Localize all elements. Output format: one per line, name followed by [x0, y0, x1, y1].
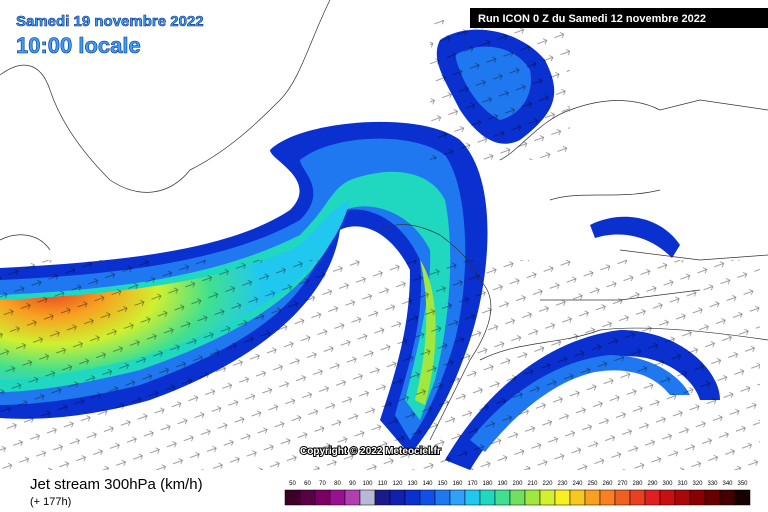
colorbar-label: 350	[737, 481, 748, 487]
colorbar-label: 120	[392, 481, 403, 487]
colorbar-swatch	[644, 489, 661, 506]
colorbar-label: 100	[362, 481, 373, 487]
colorbar-label: 50	[289, 481, 296, 487]
colorbar-swatch	[674, 489, 691, 506]
footer-lead: (+ 177h)	[30, 496, 71, 508]
run-text: Run ICON 0 Z du Samedi 12 novembre 2022	[478, 13, 706, 25]
colorbar-label: 90	[349, 481, 356, 487]
colorbar-label: 60	[304, 481, 311, 487]
colorbar-swatch	[374, 489, 391, 506]
colorbar-swatch	[419, 489, 436, 506]
colorbar-swatch	[524, 489, 541, 506]
colorbar-swatch	[704, 489, 721, 506]
colorbar-label: 290	[647, 481, 658, 487]
copyright: Copyright © 2022 Meteociel.fr	[300, 446, 441, 457]
run-banner	[470, 8, 768, 28]
colorbar-label: 150	[437, 481, 448, 487]
colorbar-swatch	[569, 489, 586, 506]
colorbar-label: 80	[334, 481, 341, 487]
coastlines	[0, 0, 768, 441]
colorbar-label: 330	[707, 481, 718, 487]
colorbar-label: 170	[467, 481, 478, 487]
colorbar-swatch	[659, 489, 676, 506]
colorbar-swatch	[299, 489, 316, 506]
colorbar-swatch	[434, 489, 451, 506]
date: Samedi 19 novembre 2022	[16, 13, 204, 30]
colorbar-label: 260	[602, 481, 613, 487]
colorbar-swatch	[344, 489, 361, 506]
colorbar-label: 300	[662, 481, 673, 487]
colorbar-label: 180	[482, 481, 493, 487]
colorbar-label: 240	[572, 481, 583, 487]
colorbar-label: 200	[512, 481, 523, 487]
colorbar: 50 60 70 80 90 100 110 120 130 140 150 160 170 180 190…	[284, 481, 751, 506]
colorbar-swatch	[599, 489, 616, 506]
colorbar-label: 340	[722, 481, 733, 487]
colorbar-label: 320	[692, 481, 703, 487]
colorbar-swatch	[554, 489, 571, 506]
colorbar-swatch	[539, 489, 556, 506]
colorbar-swatch	[584, 489, 601, 506]
colorbar-label: 220	[542, 481, 553, 487]
colorbar-label: 70	[319, 481, 326, 487]
colorbar-label: 210	[527, 481, 538, 487]
colorbar-label: 130	[407, 481, 418, 487]
footer-title: Jet stream 300hPa (km/h)	[30, 476, 203, 493]
jet-stream	[0, 20, 760, 470]
time: 10:00 locale	[16, 33, 141, 58]
colorbar-swatch	[494, 489, 511, 506]
colorbar-label: 280	[632, 481, 643, 487]
colorbar-swatch	[329, 489, 346, 506]
colorbar-label: 110	[378, 481, 388, 487]
colorbar-swatch	[464, 489, 481, 506]
colorbar-swatch	[404, 489, 421, 506]
colorbar-swatch	[389, 489, 406, 506]
colorbar-swatch	[614, 489, 631, 506]
colorbar-swatch	[449, 489, 466, 506]
colorbar-swatch	[479, 489, 496, 506]
colorbar-swatch	[314, 489, 331, 506]
colorbar-label: 250	[587, 481, 598, 487]
colorbar-label: 160	[452, 481, 463, 487]
colorbar-label: 270	[617, 481, 628, 487]
colorbar-swatch	[284, 489, 301, 506]
colorbar-label: 140	[422, 481, 433, 487]
colorbar-swatch	[629, 489, 646, 506]
colorbar-label: 190	[497, 481, 508, 487]
colorbar-label: 310	[677, 481, 688, 487]
colorbar-label: 230	[557, 481, 568, 487]
colorbar-swatch	[509, 489, 526, 506]
colorbar-swatch	[719, 489, 736, 506]
colorbar-swatch	[689, 489, 706, 506]
colorbar-swatch	[734, 489, 751, 506]
colorbar-swatch	[359, 489, 376, 506]
